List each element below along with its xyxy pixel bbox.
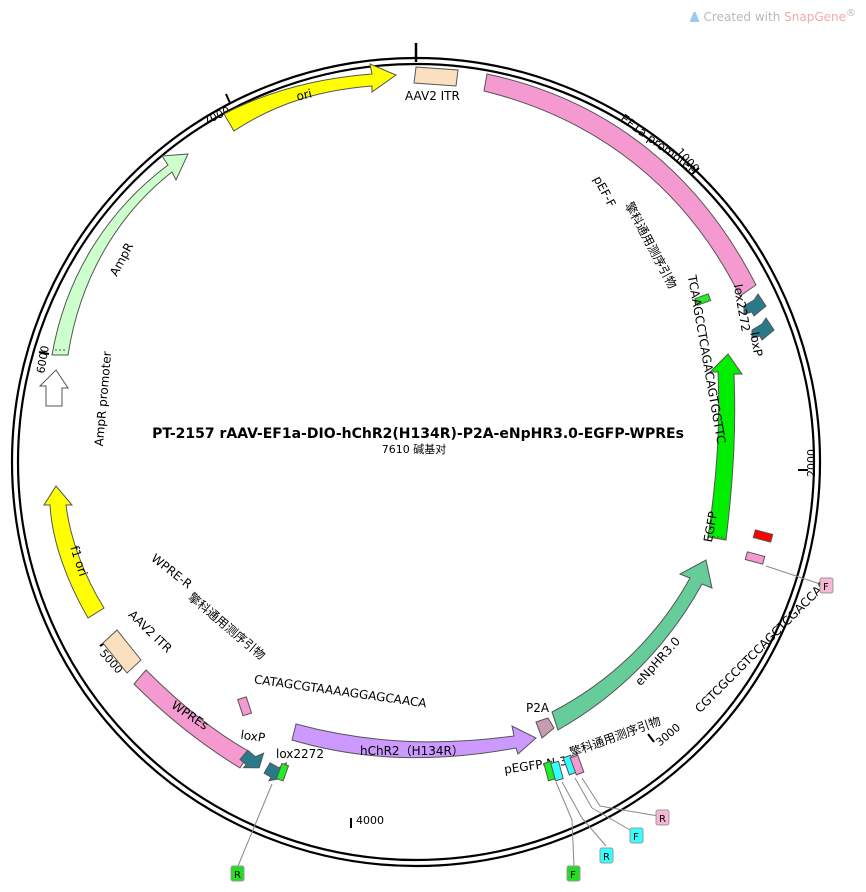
primer-mark-left-green[interactable]: [275, 762, 290, 782]
feature-ampr[interactable]: [51, 153, 189, 356]
label-loxp-right: loxP: [747, 331, 765, 358]
label-ori: ori: [295, 86, 314, 103]
badge-r-cyan[interactable]: R: [599, 847, 614, 864]
primer-pef-f[interactable]: [694, 293, 712, 306]
label-wpre-r-sequence: CATAGCGTAAAAGGAGCAACA: [253, 672, 428, 710]
feature-wpres[interactable]: [133, 669, 251, 769]
primer-mark-cyan-bottom-a[interactable]: [550, 760, 564, 782]
tick-group-2000: 2000: [798, 449, 818, 477]
feature-f1-ori[interactable]: [43, 485, 105, 619]
badge-f-pink[interactable]: F: [819, 577, 834, 594]
tick-label-6000: 6000: [34, 345, 52, 375]
primer-mark-pink-bottom[interactable]: [569, 754, 585, 776]
badge-r-cyan-text: R: [603, 852, 610, 863]
label-lox2272-right: lox2272: [731, 283, 753, 333]
label-pef-f: pEF-F: [591, 174, 619, 210]
badge-r-green-text: R: [234, 870, 241, 881]
label-pegfp-n3-note: 擎科通用测序引物: [567, 713, 662, 760]
leader-f3-b: [571, 819, 575, 867]
label-wpre-r-note: 擎科通用测序引物: [185, 589, 268, 662]
feature-loxp-left[interactable]: [237, 744, 268, 775]
label-egfp: EGFP: [701, 510, 720, 543]
tick-group-7000: 7000: [201, 93, 232, 128]
label-ampr: AmpR: [107, 240, 136, 278]
label-wpre-r: WPRE-R: [149, 551, 195, 591]
leader-f3-a: [555, 781, 573, 821]
label-ampr-promoter: AmpR promoter: [92, 351, 114, 447]
feature-egfp[interactable]: [707, 353, 743, 541]
label-pegfp-n3-sequence: CGTCGCCGTCCAGCTCGACCAG: [692, 577, 831, 716]
label-aav2-itr-top: AAV2 ITR: [405, 89, 460, 103]
badge-f-cyan-text: F: [633, 832, 639, 843]
label-loxp-left: loxP: [240, 728, 266, 745]
label-aav2-itr-bottom: AAV2 ITR: [126, 607, 175, 655]
badge-r-pink-text: R: [659, 814, 666, 825]
feature-p2a[interactable]: [535, 717, 555, 739]
badge-f-cyan[interactable]: F: [629, 827, 644, 844]
feature-aav2-itr-top[interactable]: [413, 66, 459, 87]
feature-enphr[interactable]: [551, 559, 713, 731]
watermark-prefix: Created with: [703, 10, 785, 24]
feature-ampr-promoter[interactable]: [38, 369, 69, 407]
badge-f-green-text: F: [570, 870, 576, 881]
tick-mark-1000: [691, 167, 700, 175]
badge-f-pink-text: F: [823, 582, 829, 593]
tick-label-4000: 4000: [356, 814, 384, 827]
leader-f2-b: [591, 807, 631, 831]
feature-hchr2[interactable]: [291, 723, 537, 759]
badge-r-pink[interactable]: R: [655, 809, 670, 826]
plasmid-length: 7610 碱基对: [382, 442, 447, 456]
tick-mark-6000: [38, 351, 50, 355]
badge-f-green[interactable]: F: [566, 865, 581, 882]
feature-aav2-itr-bottom[interactable]: [102, 629, 142, 674]
tick-group-6000: 6000: [34, 345, 52, 375]
primer-wpre-r[interactable]: [237, 696, 253, 717]
tick-group-4000: 4000: [350, 814, 384, 828]
snapgene-watermark: Created with SnapGene®: [689, 8, 856, 24]
watermark-brand: SnapGene: [784, 10, 846, 24]
leader-r2-a: [561, 781, 583, 819]
backbone-inner-ring: [16, 62, 816, 862]
feature-ef1a-promoter[interactable]: [483, 73, 757, 297]
tick-mark-3000: [647, 733, 655, 743]
tick-mark-7000: [225, 93, 231, 104]
watermark-registered: ®: [846, 8, 856, 19]
badge-r-green[interactable]: R: [230, 865, 245, 882]
feature-loxp-right[interactable]: [751, 317, 775, 341]
primer-mark-red[interactable]: [752, 529, 774, 543]
snapgene-logo-icon: [689, 12, 700, 22]
leader-f2-a: [574, 777, 593, 809]
label-lox2272-left: lox2272: [276, 747, 324, 761]
leader-r3: [237, 783, 273, 867]
feature-ori[interactable]: [223, 63, 398, 132]
label-p2a: P2A: [526, 701, 550, 715]
egfp-boundary: [708, 535, 727, 539]
feature-lox2272-right[interactable]: [743, 293, 767, 317]
leader-r1-b: [599, 805, 659, 817]
tick-label-2000: 2000: [805, 449, 818, 477]
leader-r1-a: [581, 777, 601, 807]
plasmid-title: PT-2157 rAAV-EF1a-DIO-hChR2(H134R)-P2A-e…: [152, 426, 684, 442]
leader-f1: [765, 565, 821, 585]
label-pef-f-note: 擎科通用测序引物: [622, 199, 680, 291]
label-hchr2: hChR2（H134R）: [360, 744, 464, 758]
leader-r2-b: [581, 817, 607, 847]
primer-mark-pink-right[interactable]: [744, 551, 766, 565]
